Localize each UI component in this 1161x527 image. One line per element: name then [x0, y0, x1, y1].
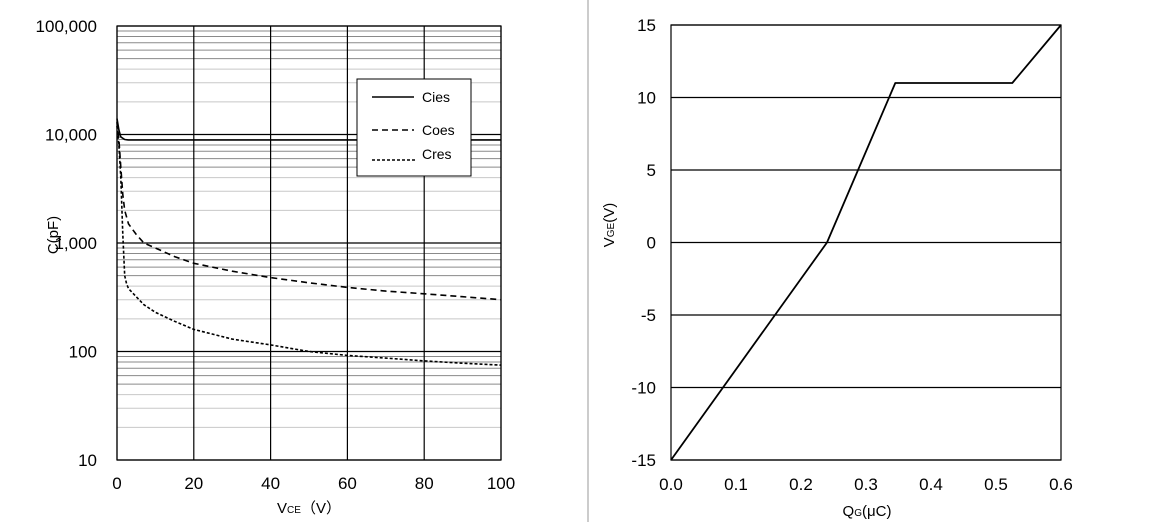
- y-tick-label: 100: [69, 343, 97, 362]
- capacitance-x-axis-label-main: V: [277, 500, 287, 517]
- y-tick-label: 15: [637, 16, 656, 35]
- x-tick-label: 80: [415, 474, 434, 493]
- gate-charge-y-tick-labels: -15 -10 -5 0 5 10 15: [631, 16, 656, 470]
- gate-charge-x-axis-label-subscript: G: [854, 508, 862, 519]
- capacitance-x-axis-label-subscript: CE: [287, 505, 301, 516]
- x-tick-label: 0.3: [854, 475, 878, 494]
- y-tick-label: 0: [647, 234, 656, 253]
- gate-charge-chart: -15 -10 -5 0 5 10 15 0.0 0.1 0.2 0.3 0.4 0.5 0.6 VGE…: [601, 16, 1073, 520]
- y-tick-label: 10: [78, 451, 97, 470]
- capacitance-chart: 10 100 1,000 10,000 100,000 0 20 40 60 80 100 C(p…: [36, 17, 516, 517]
- x-tick-label: 0.6: [1049, 475, 1073, 494]
- legend-label-coes: Coes: [422, 122, 455, 138]
- y-tick-label: 10: [637, 89, 656, 108]
- y-tick-label: 10,000: [45, 126, 97, 145]
- x-tick-label: 0.0: [659, 475, 683, 494]
- x-tick-label: 100: [487, 474, 515, 493]
- series-line-cres: [116, 125, 502, 366]
- y-tick-label: -5: [641, 306, 656, 325]
- capacitance-x-tick-labels: 0 20 40 60 80 100: [112, 474, 515, 493]
- x-tick-label: 20: [184, 474, 203, 493]
- series-line-coes: [116, 122, 502, 301]
- y-tick-label: 1,000: [54, 234, 97, 253]
- x-tick-label: 0.1: [724, 475, 748, 494]
- gate-charge-x-axis-label: QG(μC): [843, 503, 892, 520]
- gate-charge-y-axis-label: VGE(V): [601, 203, 618, 247]
- x-tick-label: 0: [112, 474, 121, 493]
- capacitance-legend: Cies Coes Cres: [356, 78, 472, 177]
- gate-charge-y-axis-label-subscript: GE: [606, 222, 617, 237]
- gate-charge-y-axis-label-main: V: [601, 237, 618, 247]
- capacitance-x-axis-label-unit: （V）: [301, 500, 341, 517]
- capacitance-x-axis-label: VCE（V）: [277, 500, 341, 517]
- y-tick-label: 100,000: [36, 17, 97, 36]
- x-tick-label: 60: [338, 474, 357, 493]
- capacitance-plot-frame: [116, 25, 502, 461]
- x-tick-label: 0.5: [984, 475, 1008, 494]
- gate-charge-x-axis-label-main: Q: [843, 503, 855, 520]
- gate-charge-grid: [671, 24, 1061, 461]
- gate-charge-x-axis-label-unit: (μC): [862, 503, 891, 520]
- gate-charge-series-group: [670, 24, 1062, 461]
- capacitance-y-tick-labels: 10 100 1,000 10,000 100,000: [36, 17, 97, 470]
- x-tick-label: 40: [261, 474, 280, 493]
- series-line-vge: [670, 24, 1062, 461]
- y-tick-label: -10: [631, 379, 656, 398]
- y-tick-label: -15: [631, 451, 656, 470]
- capacitance-y-axis-label: C(pF): [45, 216, 62, 254]
- legend-label-cies: Cies: [422, 89, 450, 105]
- x-tick-label: 0.2: [789, 475, 813, 494]
- gate-charge-y-axis-label-unit: (V): [601, 203, 618, 223]
- x-tick-label: 0.4: [919, 475, 943, 494]
- legend-label-cres: Cres: [422, 146, 452, 162]
- gate-charge-plot-frame: [670, 24, 1062, 461]
- y-tick-label: 5: [647, 161, 656, 180]
- gate-charge-x-tick-labels: 0.0 0.1 0.2 0.3 0.4 0.5 0.6: [659, 475, 1073, 494]
